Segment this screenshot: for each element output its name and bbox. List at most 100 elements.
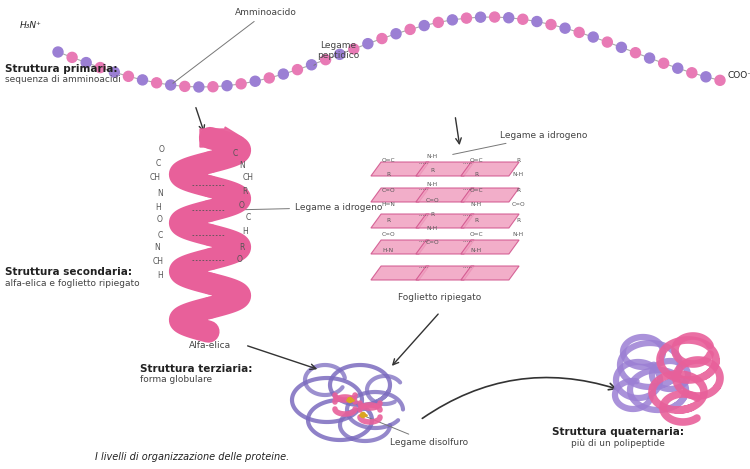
Polygon shape: [461, 188, 519, 202]
Circle shape: [307, 60, 316, 70]
Circle shape: [687, 68, 697, 78]
Text: Amminoacido: Amminoacido: [173, 8, 297, 83]
Circle shape: [152, 78, 161, 88]
Circle shape: [222, 81, 232, 91]
Text: N-H: N-H: [427, 182, 437, 188]
Text: N: N: [158, 189, 163, 197]
Text: R: R: [386, 218, 390, 222]
Text: C: C: [158, 230, 163, 240]
Polygon shape: [371, 240, 429, 254]
Text: C: C: [155, 159, 160, 167]
Text: CH: CH: [242, 174, 254, 182]
Circle shape: [361, 413, 365, 417]
Circle shape: [616, 42, 626, 53]
Text: C=O: C=O: [512, 203, 525, 207]
Text: più di un polipeptide: più di un polipeptide: [571, 439, 665, 448]
Text: Legame a idrogeno: Legame a idrogeno: [453, 131, 587, 154]
Text: Struttura secondaria:: Struttura secondaria:: [5, 267, 132, 277]
Polygon shape: [416, 214, 474, 228]
Text: O: O: [159, 145, 165, 154]
Text: Legame disolfuro: Legame disolfuro: [364, 416, 468, 447]
Text: CH: CH: [149, 174, 160, 182]
Circle shape: [532, 16, 542, 27]
Circle shape: [461, 13, 472, 23]
Polygon shape: [461, 162, 519, 176]
Polygon shape: [416, 162, 474, 176]
Text: R: R: [474, 173, 478, 177]
Text: Struttura quaternaria:: Struttura quaternaria:: [552, 427, 684, 437]
Text: alfa-elica e foglietto ripiegato: alfa-elica e foglietto ripiegato: [5, 279, 140, 288]
Circle shape: [518, 14, 528, 24]
Circle shape: [574, 27, 584, 38]
FancyArrow shape: [200, 127, 243, 149]
Circle shape: [419, 21, 429, 30]
Text: O=C: O=C: [470, 188, 483, 192]
Text: O: O: [239, 201, 245, 210]
Text: H-N: H-N: [382, 248, 394, 252]
Polygon shape: [461, 266, 519, 280]
Text: C=O: C=O: [425, 241, 439, 245]
Text: H: H: [242, 227, 248, 236]
Circle shape: [715, 76, 725, 85]
Text: Alfa-elica: Alfa-elica: [189, 335, 231, 350]
Circle shape: [81, 58, 92, 68]
Circle shape: [124, 71, 134, 81]
Circle shape: [264, 73, 274, 83]
Circle shape: [292, 65, 302, 75]
Circle shape: [588, 32, 598, 42]
Circle shape: [180, 82, 190, 91]
Text: N-H: N-H: [470, 248, 482, 252]
Circle shape: [166, 80, 176, 90]
Text: H₃N⁺: H₃N⁺: [20, 21, 42, 30]
Text: C=O: C=O: [425, 197, 439, 203]
Text: Foglietto ripiegato: Foglietto ripiegato: [398, 293, 482, 302]
Text: N: N: [154, 243, 160, 252]
Text: R: R: [516, 158, 520, 162]
Text: O: O: [157, 215, 163, 225]
Text: Legame a idrogeno: Legame a idrogeno: [232, 203, 382, 212]
Circle shape: [602, 37, 612, 47]
Text: H=N: H=N: [381, 203, 395, 207]
Polygon shape: [416, 240, 474, 254]
Text: N-H: N-H: [427, 226, 437, 230]
Circle shape: [67, 53, 77, 62]
Text: R: R: [516, 218, 520, 222]
Text: C=O: C=O: [381, 233, 394, 237]
Text: forma globulare: forma globulare: [140, 375, 212, 384]
Text: C: C: [245, 213, 250, 222]
Text: O=C: O=C: [470, 233, 483, 237]
Polygon shape: [371, 162, 429, 176]
Circle shape: [320, 55, 331, 65]
Text: Struttura primaria:: Struttura primaria:: [5, 64, 118, 74]
Text: N-H: N-H: [427, 154, 437, 159]
Circle shape: [701, 72, 711, 82]
Circle shape: [391, 29, 401, 39]
Circle shape: [631, 48, 640, 58]
Circle shape: [110, 67, 119, 77]
Text: R: R: [386, 173, 390, 177]
Text: Struttura terziaria:: Struttura terziaria:: [140, 364, 252, 374]
Text: R: R: [242, 188, 248, 197]
Circle shape: [504, 13, 514, 23]
Circle shape: [546, 20, 556, 30]
Polygon shape: [371, 266, 429, 280]
Circle shape: [490, 12, 500, 22]
Circle shape: [405, 24, 416, 34]
Text: N-H: N-H: [512, 233, 523, 237]
Text: C=O: C=O: [381, 188, 394, 192]
Circle shape: [476, 12, 485, 22]
Text: sequenza di amminoacidi: sequenza di amminoacidi: [5, 75, 121, 84]
Polygon shape: [416, 188, 474, 202]
Circle shape: [560, 23, 570, 33]
Text: CH: CH: [152, 257, 164, 266]
Circle shape: [363, 38, 373, 49]
Circle shape: [377, 34, 387, 44]
Text: N-H: N-H: [512, 173, 523, 177]
Text: N-H: N-H: [470, 203, 482, 207]
Circle shape: [433, 17, 443, 27]
Text: O=C: O=C: [381, 158, 394, 162]
Circle shape: [448, 15, 458, 25]
Circle shape: [53, 47, 63, 57]
Text: R: R: [516, 188, 520, 192]
Text: R: R: [430, 167, 434, 173]
